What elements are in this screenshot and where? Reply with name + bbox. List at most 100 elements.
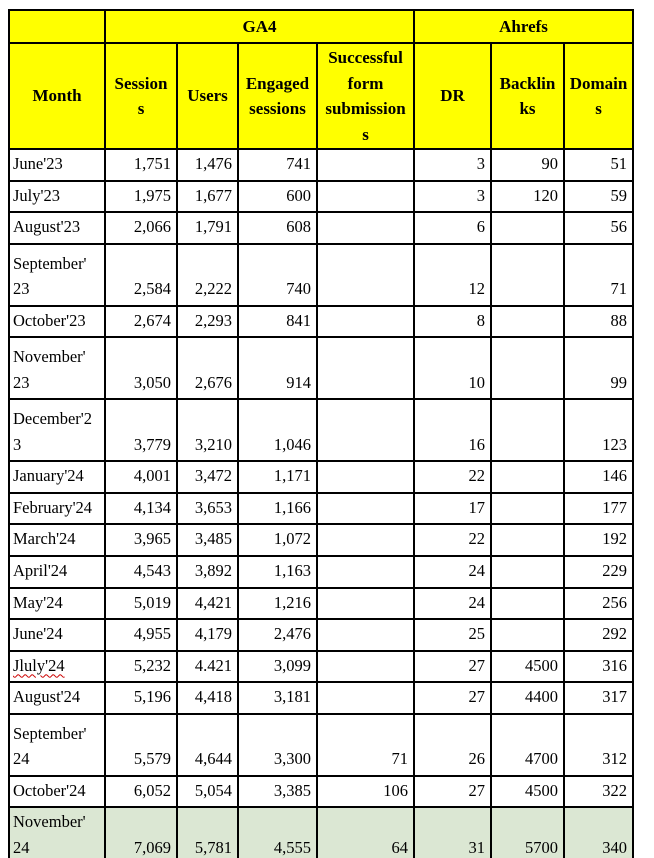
table-row-october-23: October'23 2,674 2,293 841 8 88 [8, 304, 634, 339]
month-cell: April'24 [8, 554, 106, 589]
sessions-cell: 2,066 [104, 211, 178, 245]
backlinks-cell: 4500 [490, 649, 565, 684]
month-label: February'24 [13, 497, 93, 517]
table-row-october-24: October'24 6,052 5,054 3,385 106 27 4500 322 [8, 774, 634, 809]
backlinks-cell [490, 242, 565, 307]
group-header-row: GA4 Ahrefs [8, 9, 634, 44]
ga4-ahrefs-report-table: GA4 Ahrefs Month Session s Users Engaged ses… [8, 9, 634, 858]
table-row-february-24: February'24 4,134 3,653 1,166 17 177 [8, 491, 634, 526]
month-label-misspelled: Jluly'24 [13, 655, 65, 675]
users-cell: 1,791 [176, 211, 239, 245]
users-cell: 4,421 [176, 586, 239, 621]
backlinks-cell: 5700 [490, 806, 565, 858]
table-row-jluly-24: Jluly'24 5,232 4.421 3,099 27 4500 316 [8, 649, 634, 684]
sessions-cell: 2,674 [104, 304, 178, 339]
dr-cell: 27 [413, 681, 492, 715]
month-cell: September' 24 [8, 712, 106, 777]
backlinks-cell: 4400 [490, 681, 565, 715]
domains-cell: 56 [563, 211, 634, 245]
month-cell: October'24 [8, 774, 106, 809]
dr-cell: 10 [413, 336, 492, 401]
month-label: May'24 [13, 592, 63, 612]
column-header-session: Session s [104, 42, 178, 150]
form-submissions-cell [316, 148, 415, 182]
dr-cell: 3 [413, 148, 492, 182]
engaged-sessions-cell: 3,181 [237, 681, 318, 715]
month-label: September' 24 [13, 723, 87, 769]
form-submissions-cell [316, 523, 415, 557]
table-row-january-24: January'24 4,001 3,472 1,171 22 146 [8, 460, 634, 494]
backlinks-cell [490, 586, 565, 621]
month-label: November' 24 [13, 812, 86, 857]
dr-cell: 6 [413, 211, 492, 245]
table-row-june-23: June'23 1,751 1,476 741 3 90 51 [8, 148, 634, 182]
engaged-sessions-cell: 608 [237, 211, 318, 245]
column-header-row: Month Session s Users Engaged sessions Succe… [8, 42, 634, 150]
group-header-ga4: GA4 [104, 9, 415, 44]
backlinks-cell [490, 211, 565, 245]
users-cell: 3,485 [176, 523, 239, 557]
column-header-dr: DR [413, 42, 492, 150]
month-cell: September' 23 [8, 242, 106, 307]
form-submissions-cell: 71 [316, 712, 415, 777]
table-body: June'23 1,751 1,476 741 3 90 51 July'23 1,975 1,6… [8, 148, 634, 858]
column-header-successful: Successful form submission s [316, 42, 415, 150]
column-header-month: Month [8, 42, 106, 150]
table-row-december-23: December'2 3 3,779 3,210 1,046 16 123 [8, 398, 634, 463]
engaged-sessions-cell: 2,476 [237, 618, 318, 652]
table-row-september-23: September' 23 2,584 2,222 740 12 71 [8, 242, 634, 307]
month-cell: November' 24 [8, 806, 106, 858]
dr-cell: 12 [413, 242, 492, 307]
month-cell: October'23 [8, 304, 106, 339]
engaged-sessions-cell: 841 [237, 304, 318, 339]
backlinks-cell: 120 [490, 179, 565, 214]
engaged-sessions-cell: 1,216 [237, 586, 318, 621]
users-cell: 1,677 [176, 179, 239, 214]
sessions-cell: 3,050 [104, 336, 178, 401]
users-cell: 3,653 [176, 491, 239, 526]
month-cell: August'24 [8, 681, 106, 715]
month-label: January'24 [13, 466, 84, 486]
domains-cell: 229 [563, 554, 634, 589]
group-header-ahrefs: Ahrefs [413, 9, 634, 44]
month-label: November' 23 [13, 347, 86, 392]
engaged-sessions-cell: 914 [237, 336, 318, 401]
table-row-june-24: June'24 4,955 4,179 2,476 25 292 [8, 618, 634, 652]
users-cell: 2,676 [176, 336, 239, 401]
domains-cell: 51 [563, 148, 634, 182]
backlinks-cell: 90 [490, 148, 565, 182]
dr-cell: 31 [413, 806, 492, 858]
dr-cell: 24 [413, 554, 492, 589]
month-cell: January'24 [8, 460, 106, 494]
backlinks-cell [490, 491, 565, 526]
engaged-sessions-cell: 3,385 [237, 774, 318, 809]
backlinks-cell: 4500 [490, 774, 565, 809]
domains-cell: 123 [563, 398, 634, 463]
backlinks-cell [490, 523, 565, 557]
dr-cell: 24 [413, 586, 492, 621]
column-header-users: Users [176, 42, 239, 150]
engaged-sessions-cell: 741 [237, 148, 318, 182]
sessions-cell: 2,584 [104, 242, 178, 307]
domains-cell: 88 [563, 304, 634, 339]
month-label: December'2 3 [13, 409, 93, 454]
sessions-cell: 6,052 [104, 774, 178, 809]
sessions-cell: 4,134 [104, 491, 178, 526]
month-cell: Jluly'24 [8, 649, 106, 684]
table-row-november-24: November' 24 7,069 5,781 4,555 64 31 5700 340 [8, 806, 634, 858]
users-cell: 2,293 [176, 304, 239, 339]
table-header: GA4 Ahrefs Month Session s Users Engaged ses… [8, 9, 634, 150]
table-row-september-24: September' 24 5,579 4,644 3,300 71 26 4700 312 [8, 712, 634, 777]
domains-cell: 99 [563, 336, 634, 401]
sessions-cell: 1,751 [104, 148, 178, 182]
domains-cell: 146 [563, 460, 634, 494]
form-submissions-cell: 106 [316, 774, 415, 809]
dr-cell: 22 [413, 523, 492, 557]
column-header-engaged: Engaged sessions [237, 42, 318, 150]
sessions-cell: 5,579 [104, 712, 178, 777]
month-cell: February'24 [8, 491, 106, 526]
sessions-cell: 1,975 [104, 179, 178, 214]
month-cell: June'24 [8, 618, 106, 652]
analytics-table-container: GA4 Ahrefs Month Session s Users Engaged ses… [8, 9, 634, 858]
